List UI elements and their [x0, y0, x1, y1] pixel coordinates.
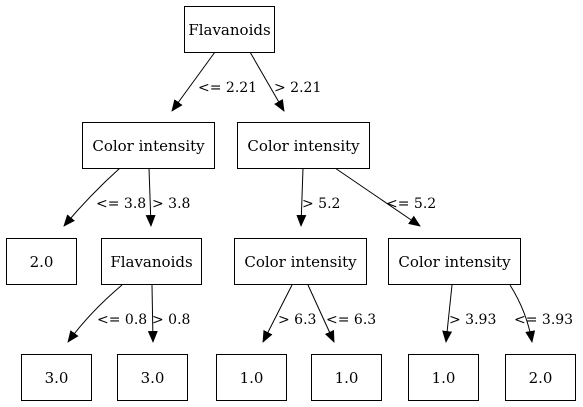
- node-label: 2.0: [30, 253, 54, 271]
- edge-line: [171, 51, 216, 112]
- edge-label: > 3.8: [152, 196, 190, 212]
- edge-label: > 0.8: [152, 312, 190, 328]
- tree-node: Color intensity: [237, 122, 370, 169]
- edge-line: [307, 284, 335, 343]
- node-box: [234, 238, 367, 285]
- tree-node-leaf: 3.0: [21, 354, 92, 401]
- node-label: 1.0: [240, 369, 264, 387]
- node-label: 3.0: [141, 369, 165, 387]
- edge-n1-n3: <= 3.8: [63, 167, 146, 227]
- node-label: 3.0: [45, 369, 69, 387]
- node-box: [237, 122, 370, 169]
- node-label: Color intensity: [92, 137, 205, 155]
- node-box: [505, 354, 576, 401]
- tree-node: Color intensity: [388, 238, 521, 285]
- edge-line: [147, 284, 158, 343]
- node-label: Color intensity: [247, 137, 360, 155]
- edge-n2-n6: <= 5.2: [334, 167, 436, 227]
- edge-label: <= 5.2: [386, 196, 436, 212]
- tree-node-root: Flavanoids: [184, 6, 275, 53]
- edge-line: [249, 51, 285, 112]
- node-box: [6, 238, 77, 285]
- tree-node-leaf: 2.0: [6, 238, 77, 285]
- node-label: Color intensity: [398, 253, 511, 271]
- node-label: 2.0: [529, 369, 553, 387]
- node-box: [184, 6, 275, 53]
- edge-label: <= 2.21: [198, 80, 257, 96]
- node-label: 1.0: [432, 369, 456, 387]
- tree-node-leaf: 1.0: [311, 354, 382, 401]
- edge-n5-n9: > 6.3: [262, 284, 316, 343]
- edge-n4-n7: <= 0.8: [67, 284, 147, 343]
- edge-line: [262, 284, 293, 343]
- edge-n6-n11: > 3.93: [442, 284, 496, 343]
- edge-label: > 2.21: [274, 80, 321, 96]
- edge-label: <= 6.3: [326, 312, 376, 328]
- tree-node-leaf: 3.0: [117, 354, 188, 401]
- node-box: [82, 122, 215, 169]
- node-box: [101, 238, 202, 285]
- edge-label: > 6.3: [278, 312, 316, 328]
- node-box: [408, 354, 479, 401]
- edge-label: > 5.2: [302, 196, 340, 212]
- edge-line: [334, 167, 421, 227]
- tree-node-leaf: 1.0: [216, 354, 287, 401]
- edge-label: <= 3.8: [96, 196, 146, 212]
- node-box: [388, 238, 521, 285]
- edge-n6-n12: <= 3.93: [509, 284, 573, 343]
- tree-node-leaf: 2.0: [505, 354, 576, 401]
- edge-line: [509, 284, 536, 343]
- node-box: [311, 354, 382, 401]
- node-box: [117, 354, 188, 401]
- edge-n5-n10: <= 6.3: [307, 284, 376, 343]
- tree-node: Color intensity: [234, 238, 367, 285]
- node-label: Flavanoids: [188, 21, 270, 39]
- node-box: [21, 354, 92, 401]
- node-label: 1.0: [335, 369, 359, 387]
- tree-node: Color intensity: [82, 122, 215, 169]
- node-box: [216, 354, 287, 401]
- edge-line: [63, 167, 121, 227]
- edge-line: [296, 167, 307, 227]
- edge-n0-n1: <= 2.21: [171, 51, 257, 112]
- edge-label: <= 3.93: [514, 312, 573, 328]
- edge-n4-n8: > 0.8: [147, 284, 190, 343]
- edge-line: [442, 284, 453, 343]
- node-label: Color intensity: [244, 253, 357, 271]
- edge-n1-n4: > 3.8: [145, 167, 190, 227]
- tree-node: Flavanoids: [101, 238, 202, 285]
- tree-node-leaf: 1.0: [408, 354, 479, 401]
- edge-n0-n2: > 2.21: [249, 51, 321, 112]
- edge-label: <= 0.8: [97, 312, 147, 328]
- node-label: Flavanoids: [110, 253, 192, 271]
- edge-line: [145, 167, 156, 227]
- edge-label: > 3.93: [449, 312, 496, 328]
- edge-n2-n5: > 5.2: [296, 167, 340, 227]
- edge-line: [67, 284, 123, 343]
